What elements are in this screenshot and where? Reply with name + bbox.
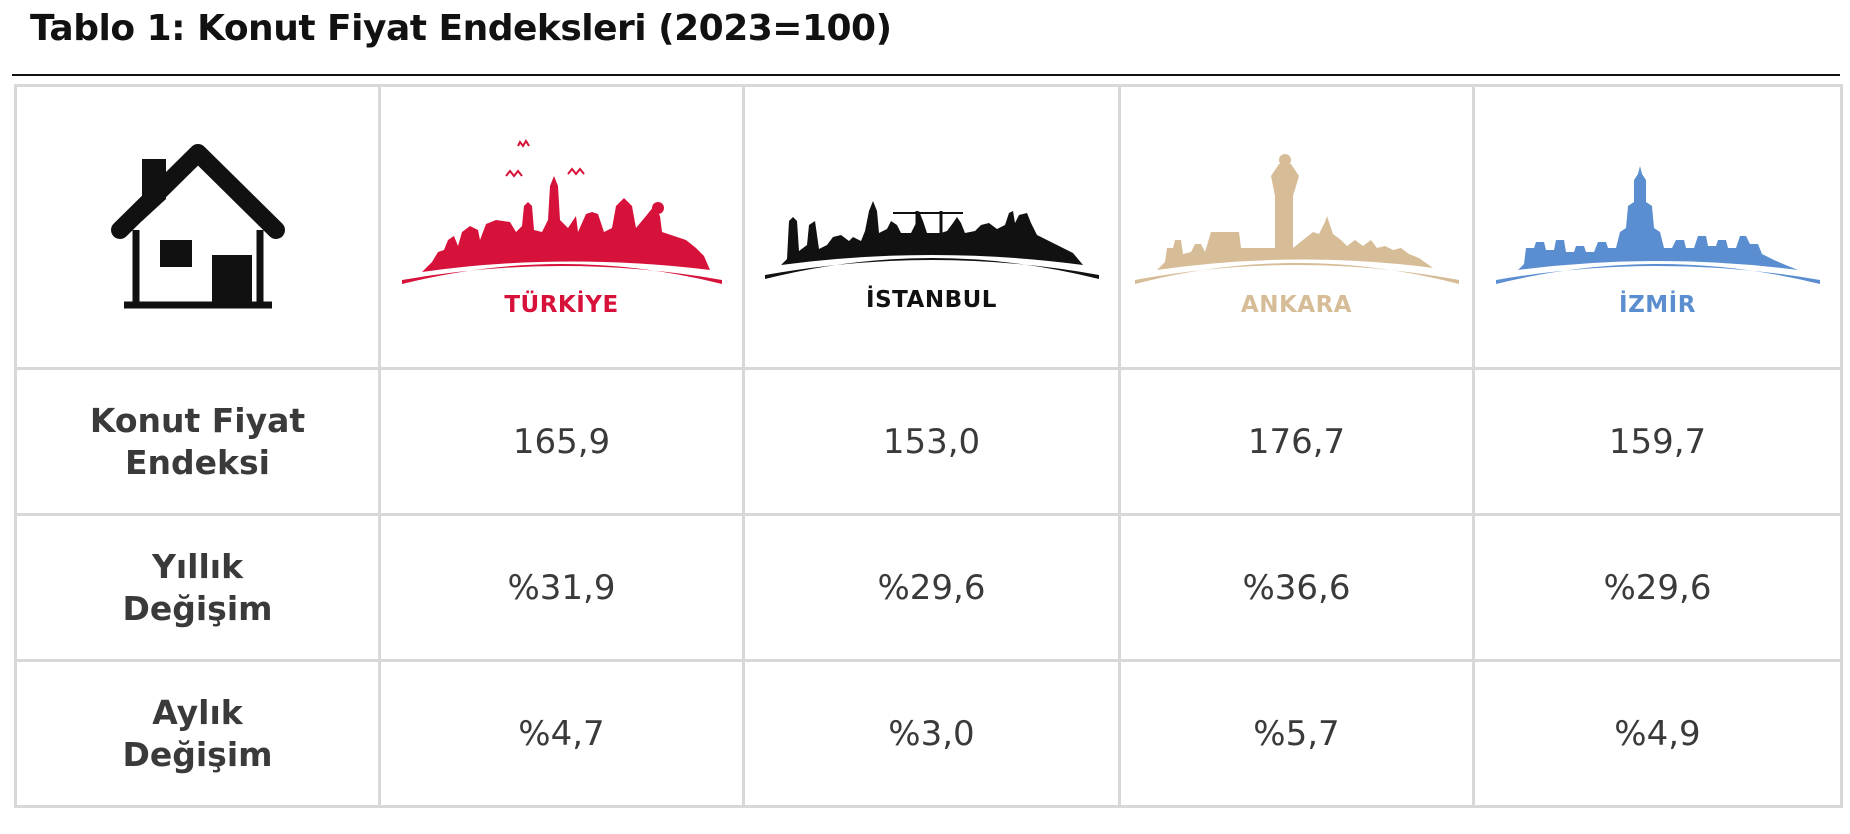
row-label-line1: Konut Fiyat xyxy=(89,400,306,440)
title-underline xyxy=(12,74,1840,76)
table-cell: %4,7 xyxy=(378,659,745,808)
cell-value: %5,7 xyxy=(1253,713,1340,754)
price-index-table: TÜRKİYE İSTANBUL xyxy=(14,84,1843,808)
table-cell: 153,0 xyxy=(742,367,1121,516)
row-label-line2: Değişim xyxy=(122,734,273,774)
table-cell: 176,7 xyxy=(1118,367,1475,516)
cell-value: %36,6 xyxy=(1242,567,1351,608)
cell-value: 176,7 xyxy=(1247,421,1346,462)
city-turkiye: TÜRKİYE xyxy=(378,84,745,370)
ankara-skyline-icon xyxy=(1134,154,1459,284)
cell-value: 153,0 xyxy=(882,421,981,462)
house-icon-cell xyxy=(14,84,381,370)
table-cell: %5,7 xyxy=(1118,659,1475,808)
row-label: Yıllık Değişim xyxy=(14,513,381,662)
cell-value: %31,9 xyxy=(507,567,616,608)
turkiye-skyline-icon xyxy=(401,139,722,284)
cell-value: %3,0 xyxy=(888,713,975,754)
row-label-line1: Aylık xyxy=(152,692,243,732)
city-name-label: ANKARA xyxy=(1240,292,1353,318)
table-row: Konut Fiyat Endeksi 165,9 153,0 176,7 159… xyxy=(14,367,1843,516)
table-title: Tablo 1: Konut Fiyat Endeksleri (2023=10… xyxy=(30,8,892,49)
table-cell: 165,9 xyxy=(378,367,745,516)
city-name-label: İSTANBUL xyxy=(866,287,997,313)
house-icon xyxy=(110,143,285,308)
cell-value: %4,7 xyxy=(518,713,605,754)
table-cell: %3,0 xyxy=(742,659,1121,808)
table-cell: 159,7 xyxy=(1472,367,1843,516)
city-name-label: TÜRKİYE xyxy=(504,292,619,318)
city-izmir: İZMİR xyxy=(1472,84,1843,370)
cell-value: 165,9 xyxy=(512,421,611,462)
table-cell: %31,9 xyxy=(378,513,745,662)
table-cell: %29,6 xyxy=(742,513,1121,662)
table-row: Aylık Değişim %4,7 %3,0 %5,7 %4,9 xyxy=(14,659,1843,808)
row-label-line1: Yıllık xyxy=(151,546,244,586)
cell-value: %29,6 xyxy=(877,567,986,608)
city-name-label: İZMİR xyxy=(1619,292,1696,318)
table-row: Yıllık Değişim %31,9 %29,6 %36,6 %29,6 xyxy=(14,513,1843,662)
cell-value: %4,9 xyxy=(1614,713,1701,754)
city-ankara: ANKARA xyxy=(1118,84,1475,370)
row-label-line2: Endeksi xyxy=(125,442,270,482)
row-label: Aylık Değişim xyxy=(14,659,381,808)
table-cell: %29,6 xyxy=(1472,513,1843,662)
city-istanbul: İSTANBUL xyxy=(742,84,1121,370)
cell-value: %29,6 xyxy=(1603,567,1712,608)
istanbul-skyline-icon xyxy=(764,201,1099,279)
table-header-row: TÜRKİYE İSTANBUL xyxy=(14,84,1843,370)
row-label: Konut Fiyat Endeksi xyxy=(14,367,381,516)
table-cell: %4,9 xyxy=(1472,659,1843,808)
table-cell: %36,6 xyxy=(1118,513,1475,662)
row-label-line2: Değişim xyxy=(122,588,273,628)
cell-value: 159,7 xyxy=(1608,421,1707,462)
izmir-skyline-icon xyxy=(1495,166,1820,284)
